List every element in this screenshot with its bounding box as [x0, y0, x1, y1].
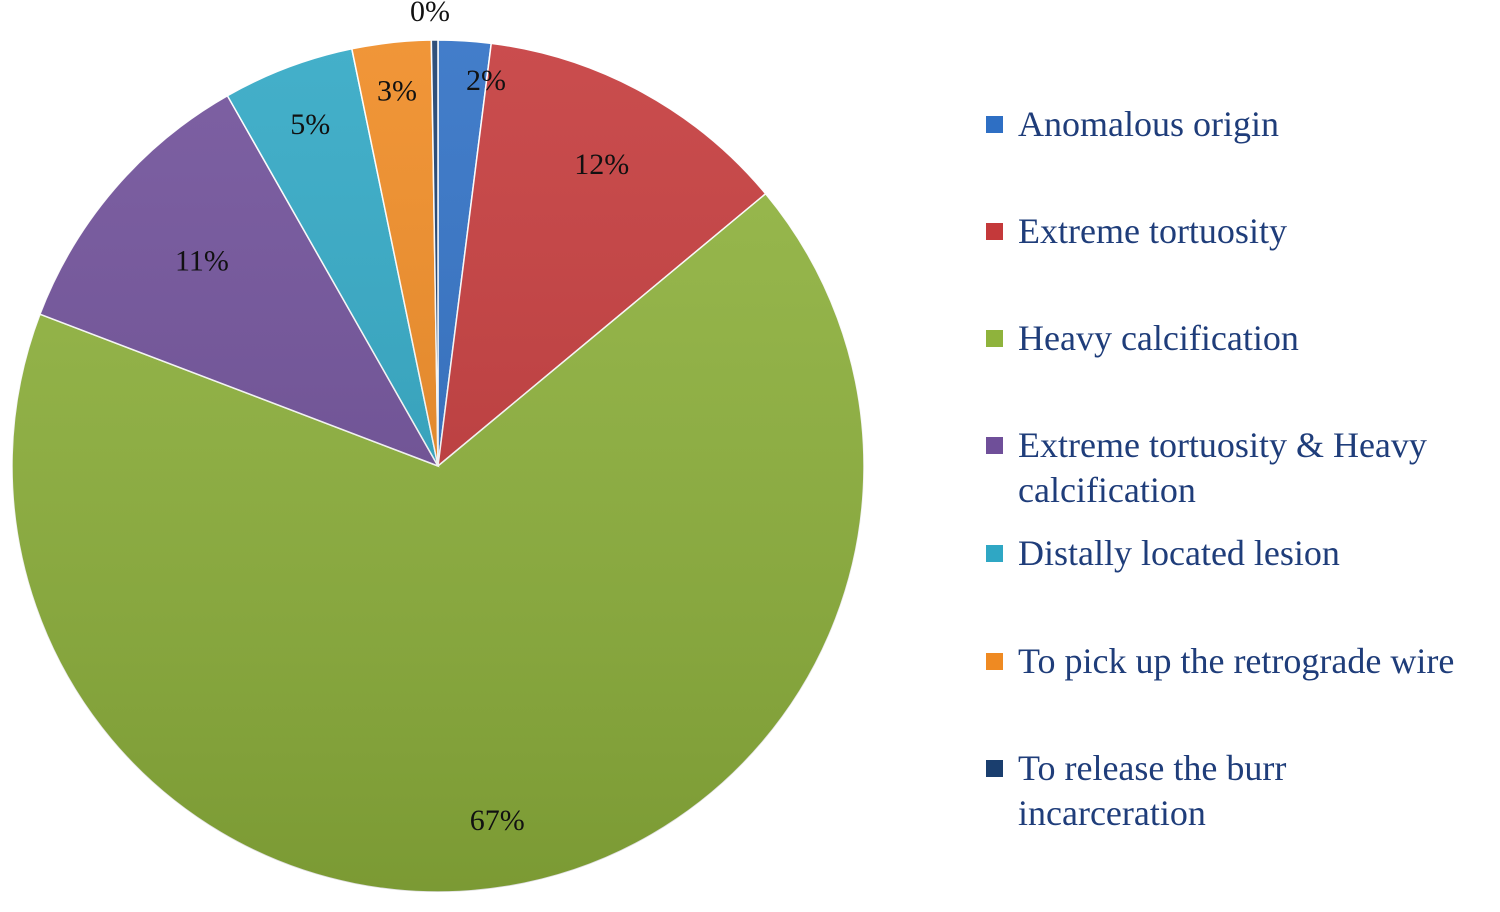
legend-swatch [986, 330, 1003, 347]
legend-label: To pick up the retrograde wire [1018, 641, 1455, 681]
legend-swatch [986, 116, 1003, 133]
legend-swatch [986, 760, 1003, 777]
legend-swatch [986, 223, 1003, 240]
data-label: 12% [574, 148, 629, 181]
data-label: 5% [290, 108, 330, 141]
legend-swatch [986, 545, 1003, 562]
data-label: 3% [377, 74, 417, 107]
legend-swatch [986, 437, 1003, 454]
pie-slices [11, 39, 865, 893]
data-label: 2% [466, 64, 506, 97]
legend-label: Extreme tortuosity [1018, 211, 1287, 251]
legend-label: Distally located lesion [1018, 533, 1340, 573]
legend-label: Extreme tortuosity & Heavy calcification [1018, 425, 1427, 510]
legend-label: Heavy calcification [1018, 318, 1299, 358]
data-label: 0% [410, 0, 450, 28]
data-label: 67% [470, 804, 525, 837]
data-label: 11% [175, 244, 229, 277]
legend-label: Anomalous origin [1018, 104, 1279, 144]
pie-data-labels: 2% 12% 67% 11% 5% 3% 0% [175, 0, 629, 837]
legend-label: To release the burr incarceration [1018, 748, 1287, 833]
legend-swatch [986, 653, 1003, 670]
